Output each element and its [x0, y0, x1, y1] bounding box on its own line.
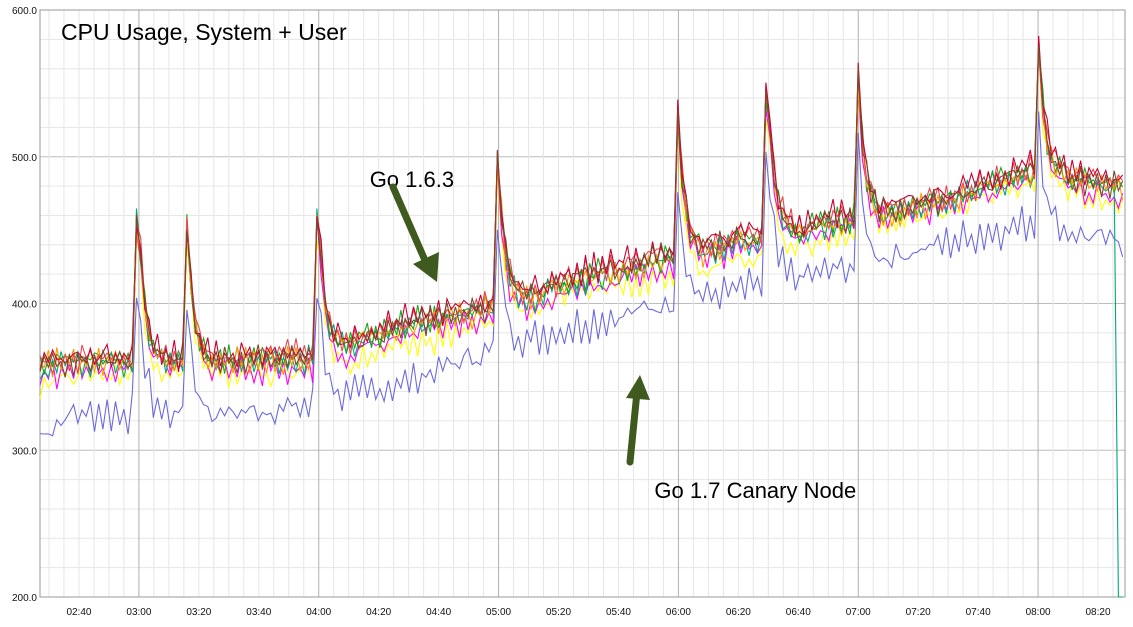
x-tick-label: 05:20	[546, 607, 571, 618]
y-axis-ticks: 200.0 300.0 400.0 500.0 600.0	[12, 6, 37, 604]
annotations: Go 1.6.3 Go 1.7 Canary Node	[370, 167, 857, 503]
y-tick-label: 600.0	[12, 6, 37, 17]
grid-lines	[39, 9, 1126, 598]
annotation-label: Go 1.6.3	[370, 167, 454, 192]
y-tick-label: 200.0	[12, 593, 37, 604]
series-line	[39, 45, 1124, 378]
x-tick-label: 03:00	[126, 607, 151, 618]
y-tick-label: 500.0	[12, 153, 37, 164]
x-tick-label: 06:00	[666, 607, 691, 618]
series-line	[39, 49, 1124, 375]
series-line	[39, 49, 1124, 390]
x-tick-label: 06:40	[786, 607, 811, 618]
annotation-label: Go 1.7 Canary Node	[654, 478, 856, 503]
x-axis-ticks: 02:40 03:00 03:20 03:40 04:00 04:20 04:40 05:00…	[66, 607, 1111, 618]
series-line	[39, 111, 1124, 437]
arrow-go163-shaft	[389, 183, 431, 269]
arrow-canary-head	[626, 375, 650, 400]
x-tick-label: 07:20	[906, 607, 931, 618]
arrow-canary-shaft	[626, 388, 641, 466]
chart-title: CPU Usage, System + User	[61, 19, 347, 45]
y-tick-label: 400.0	[12, 300, 37, 311]
series-line	[39, 45, 1124, 378]
x-tick-label: 05:00	[486, 607, 511, 618]
x-tick-label: 04:40	[426, 607, 451, 618]
series-line	[39, 49, 1124, 399]
series-line	[39, 51, 1123, 598]
x-tick-label: 02:40	[66, 607, 91, 618]
series-lines	[39, 35, 1124, 598]
x-tick-label: 07:00	[846, 607, 871, 618]
x-tick-label: 08:00	[1026, 607, 1051, 618]
series-line	[39, 35, 1124, 372]
x-tick-label: 05:40	[606, 607, 631, 618]
x-tick-label: 03:40	[246, 607, 271, 618]
y-tick-label: 300.0	[12, 446, 37, 457]
arrow-go163-head	[413, 252, 439, 282]
plot-frame	[39, 9, 1126, 598]
x-tick-label: 03:20	[186, 607, 211, 618]
x-tick-label: 08:20	[1086, 607, 1111, 618]
x-tick-label: 07:40	[966, 607, 991, 618]
x-tick-label: 04:00	[306, 607, 331, 618]
x-tick-label: 06:20	[726, 607, 751, 618]
x-tick-label: 04:20	[366, 607, 391, 618]
